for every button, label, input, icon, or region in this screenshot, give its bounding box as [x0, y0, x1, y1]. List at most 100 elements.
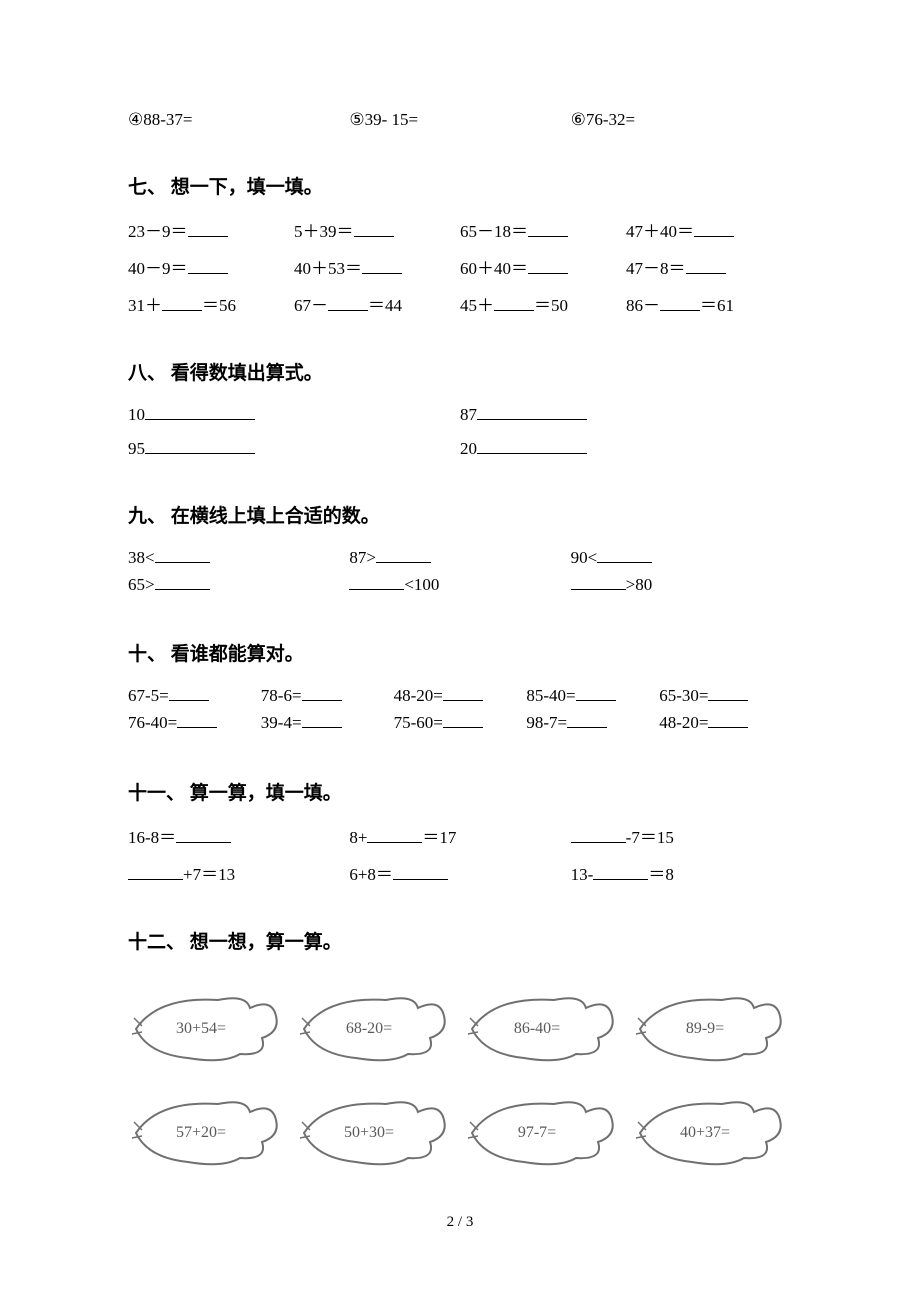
carrot-row: 57+20= 50+30= 97-7= 40+37= — [128, 1092, 792, 1174]
carrot-eq: 68-20= — [346, 1020, 392, 1038]
section-8-body: 10 87 95 20 — [128, 403, 792, 459]
carrot-shape: 86-40= — [464, 988, 624, 1070]
carrot-eq: 40+37= — [680, 1124, 730, 1142]
blank[interactable] — [328, 294, 368, 311]
blank[interactable] — [367, 826, 422, 843]
eq: <100 — [404, 575, 439, 594]
blank[interactable] — [528, 220, 568, 237]
carrot-shape: 97-7= — [464, 1092, 624, 1174]
blank[interactable] — [597, 546, 652, 563]
carrot-eq: 30+54= — [176, 1020, 226, 1038]
section-11-heading: 十一、 算一算，填一填。 — [128, 778, 792, 805]
blank[interactable] — [354, 220, 394, 237]
eq: 87 — [460, 405, 477, 424]
carrot-row: 30+54= 68-20= 86-40= 89-9= — [128, 988, 792, 1070]
blank[interactable] — [593, 863, 648, 880]
eq: 16-8＝ — [128, 828, 176, 847]
section-7-heading: 七、 想一下，填一填。 — [128, 172, 792, 199]
eq: 47－8＝ — [626, 259, 686, 278]
eq: 39-4= — [261, 713, 302, 732]
section-10-heading: 十、 看谁都能算对。 — [128, 639, 792, 666]
carrot-shape: 50+30= — [296, 1092, 456, 1174]
eq: ⑥76-32= — [571, 110, 792, 130]
blank[interactable] — [128, 863, 183, 880]
eq: 98-7= — [526, 713, 567, 732]
eq: 65> — [128, 575, 155, 594]
blank[interactable] — [576, 684, 616, 701]
blank[interactable] — [708, 684, 748, 701]
carrot-eq: 57+20= — [176, 1124, 226, 1142]
page-number: 2 / 3 — [128, 1214, 792, 1231]
eq: 31＋ — [128, 296, 162, 315]
carrot-eq: 97-7= — [518, 1124, 556, 1142]
blank[interactable] — [477, 403, 587, 420]
eq: 90< — [571, 548, 598, 567]
blank[interactable] — [169, 684, 209, 701]
eq: 5＋39＝ — [294, 222, 354, 241]
eq: ＝44 — [368, 296, 402, 315]
carrot-shape: 68-20= — [296, 988, 456, 1070]
blank[interactable] — [443, 684, 483, 701]
eq: 60＋40＝ — [460, 259, 528, 278]
blank[interactable] — [188, 257, 228, 274]
carrot-shape: 57+20= — [128, 1092, 288, 1174]
blank[interactable] — [694, 220, 734, 237]
blank[interactable] — [494, 294, 534, 311]
eq: 76-40= — [128, 713, 177, 732]
blank[interactable] — [188, 220, 228, 237]
section-12-heading: 十二、 想一想，算一算。 — [128, 927, 792, 954]
carrot-eq: 50+30= — [344, 1124, 394, 1142]
eq: >80 — [626, 575, 653, 594]
eq: ＝8 — [648, 865, 674, 884]
blank[interactable] — [660, 294, 700, 311]
eq: ⑤39- 15= — [349, 110, 570, 130]
blank[interactable] — [571, 826, 626, 843]
blank[interactable] — [155, 573, 210, 590]
eq: ＝50 — [534, 296, 568, 315]
blank[interactable] — [376, 546, 431, 563]
blank[interactable] — [393, 863, 448, 880]
eq: 13- — [571, 865, 594, 884]
eq: 20 — [460, 439, 477, 458]
carrot-shape: 30+54= — [128, 988, 288, 1070]
section-10-body: 67-5= 78-6= 48-20= 85-40= 65-30= 76-40= … — [128, 684, 792, 735]
eq: 8+ — [349, 828, 367, 847]
blank[interactable] — [302, 684, 342, 701]
blank[interactable] — [571, 573, 626, 590]
eq: 65－18＝ — [460, 222, 528, 241]
blank[interactable] — [443, 711, 483, 728]
eq: 65-30= — [659, 686, 708, 705]
blank[interactable] — [686, 257, 726, 274]
blank[interactable] — [177, 711, 217, 728]
blank[interactable] — [176, 826, 231, 843]
prev-section-row: ④88-37= ⑤39- 15= ⑥76-32= — [128, 110, 792, 130]
blank[interactable] — [145, 403, 255, 420]
blank[interactable] — [145, 437, 255, 454]
blank[interactable] — [302, 711, 342, 728]
carrot-shape: 40+37= — [632, 1092, 792, 1174]
blank[interactable] — [528, 257, 568, 274]
blank[interactable] — [162, 294, 202, 311]
section-7-body: 23－9＝ 5＋39＝ 65－18＝ 47＋40＝ 40－9＝ 40＋53＝ 6… — [128, 217, 792, 316]
eq: 40－9＝ — [128, 259, 188, 278]
eq: 10 — [128, 405, 145, 424]
eq: 38< — [128, 548, 155, 567]
section-9-body: 38< 87> 90< 65> <100 >80 — [128, 546, 792, 597]
eq: 45＋ — [460, 296, 494, 315]
eq: 67－ — [294, 296, 328, 315]
eq: 75-60= — [394, 713, 443, 732]
blank[interactable] — [567, 711, 607, 728]
eq: 48-20= — [659, 713, 708, 732]
blank[interactable] — [349, 573, 404, 590]
eq: 67-5= — [128, 686, 169, 705]
blank[interactable] — [362, 257, 402, 274]
blank[interactable] — [477, 437, 587, 454]
carrot-eq: 86-40= — [514, 1020, 560, 1038]
eq: 85-40= — [526, 686, 575, 705]
eq: 95 — [128, 439, 145, 458]
eq: 47＋40＝ — [626, 222, 694, 241]
eq: -7＝15 — [626, 828, 674, 847]
eq: ＝61 — [700, 296, 734, 315]
blank[interactable] — [708, 711, 748, 728]
blank[interactable] — [155, 546, 210, 563]
